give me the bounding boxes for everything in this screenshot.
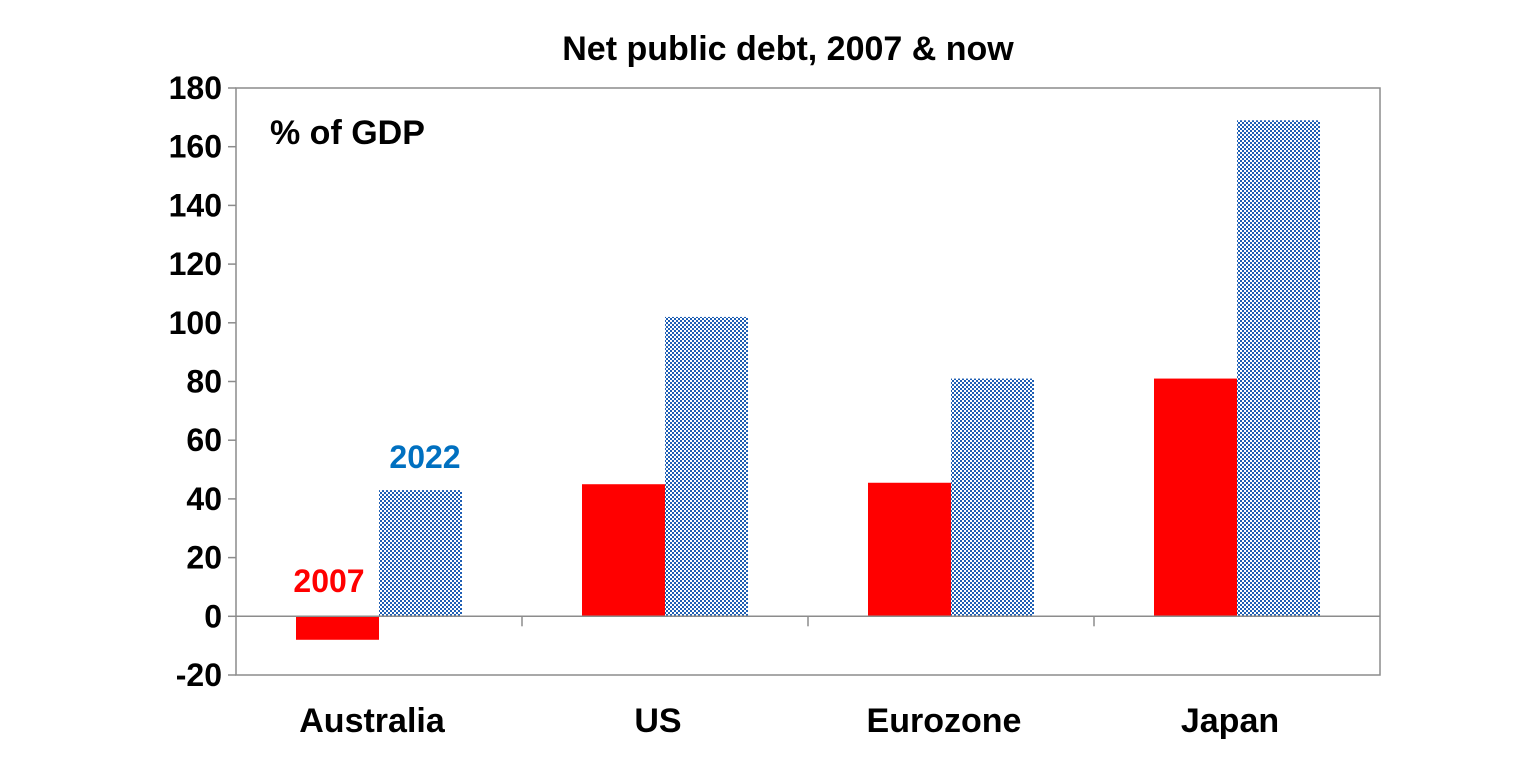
y-tick-label: 20 [186, 540, 222, 576]
category-label: Australia [299, 702, 446, 740]
bar-2007-eurozone [868, 482, 951, 617]
bar-2007-japan [1154, 378, 1237, 617]
category-label: Eurozone [867, 702, 1022, 740]
y-tick-label: 100 [169, 305, 222, 341]
category-label: Japan [1181, 702, 1279, 740]
bar-2022-australia [379, 490, 462, 617]
bar-2007-us [582, 484, 665, 617]
y-tick-label: 140 [169, 187, 222, 223]
bar-2022-us [665, 316, 748, 617]
y-tick-label: 80 [186, 364, 222, 400]
y-tick-label: 180 [169, 70, 222, 106]
bar-2022-japan [1237, 120, 1320, 617]
bar-2022-eurozone [951, 378, 1034, 617]
series-label-2007: 2007 [293, 563, 364, 599]
bar-2007-australia [296, 616, 379, 640]
y-tick-label: 120 [169, 246, 222, 282]
y-tick-label: 60 [186, 422, 222, 458]
y-tick-label: -20 [176, 657, 222, 693]
y-tick-label: 0 [204, 598, 222, 634]
y-tick-label: 40 [186, 481, 222, 517]
category-label: US [634, 702, 681, 740]
unit-label: % of GDP [270, 114, 425, 152]
series-label-2022: 2022 [389, 439, 460, 475]
chart-title: Net public debt, 2007 & now [562, 30, 1014, 68]
y-tick-label: 160 [169, 129, 222, 165]
